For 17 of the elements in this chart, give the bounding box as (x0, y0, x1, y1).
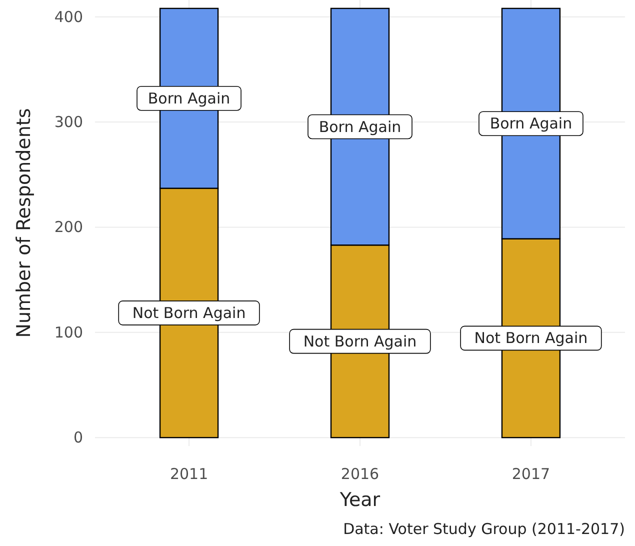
text: Born Again (318, 118, 402, 136)
series-label: Born Again (490, 114, 572, 133)
x-tick-label: 2011 (170, 465, 208, 483)
y-tick-label: 300 (54, 113, 83, 132)
series-label: Not Born Again (474, 329, 588, 348)
y-tick-label: 400 (54, 8, 83, 26)
x-tick-label: 2017 (512, 465, 550, 483)
y-axis-title: Number of Respondents (13, 108, 35, 338)
x-tick-label: 2016 (340, 465, 380, 483)
text: Data: Voter Study Group (2011-2017) (343, 520, 625, 538)
y-tick-label: 200 (54, 218, 83, 236)
y-tick-label: 100 (54, 323, 83, 342)
text: Not Born Again (132, 304, 246, 322)
y-tick-label: 0 (73, 428, 83, 447)
text: Not Born Again (303, 332, 417, 350)
x-axis-title: Year (338, 489, 380, 511)
text: Born Again (148, 89, 230, 108)
